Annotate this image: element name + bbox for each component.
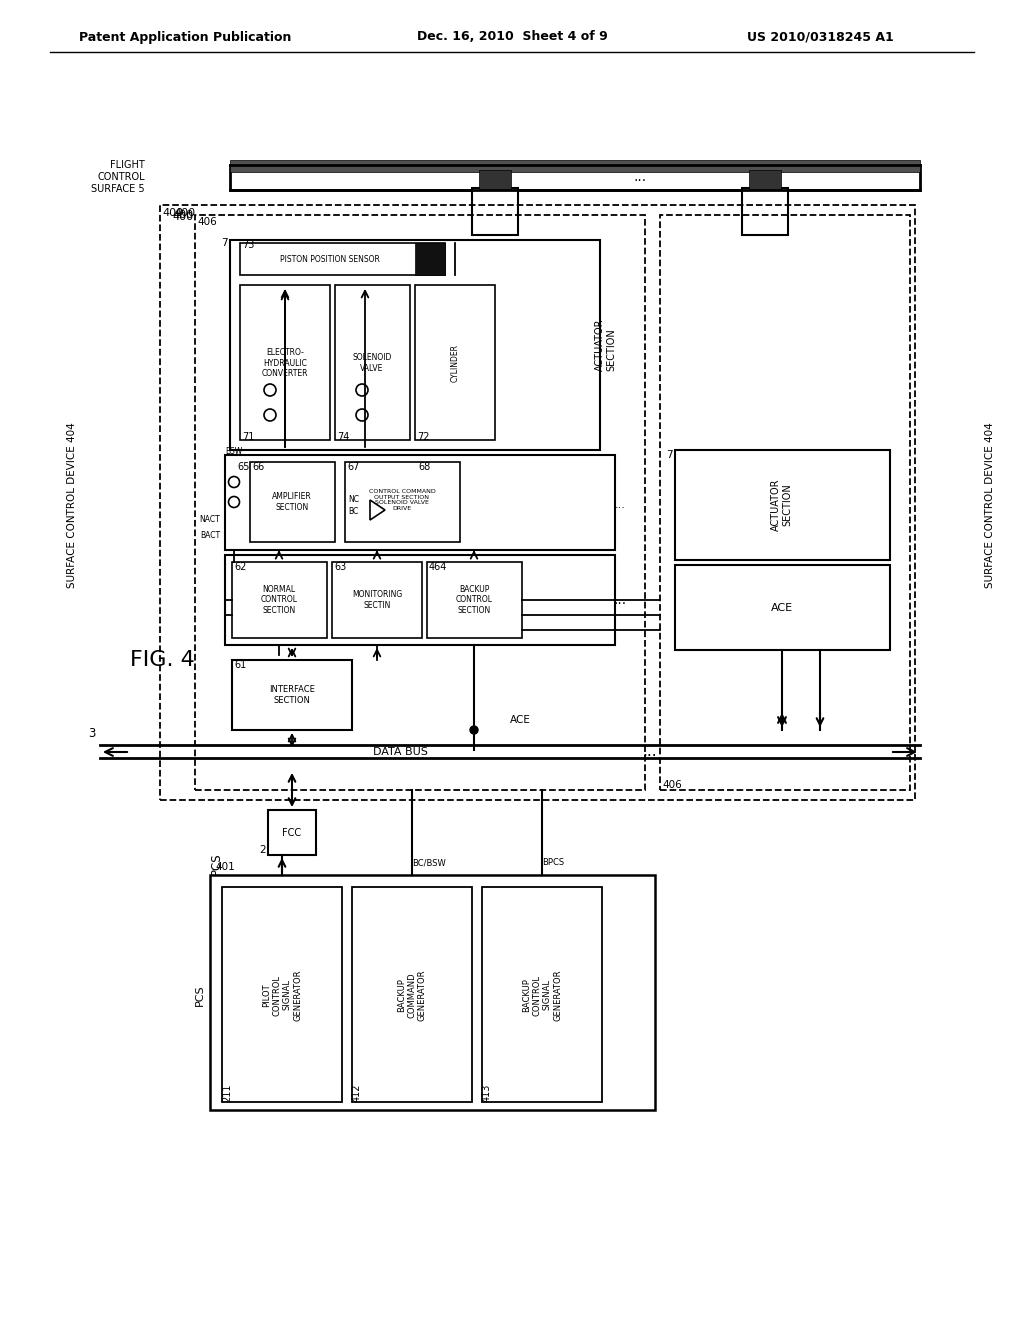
Bar: [415, 243, 445, 275]
Bar: [335, 285, 410, 440]
Bar: [225, 554, 615, 645]
Text: ACE: ACE: [510, 715, 530, 725]
Text: 62: 62: [234, 562, 247, 572]
Text: PCS: PCS: [195, 985, 205, 1006]
Text: 73: 73: [242, 240, 254, 249]
Text: ...: ...: [614, 500, 626, 510]
Text: ACTUATOR
SECTION: ACTUATOR SECTION: [771, 479, 793, 531]
Bar: [160, 205, 915, 800]
Text: 406: 406: [197, 216, 217, 227]
Text: 412: 412: [352, 1084, 362, 1102]
Text: US 2010/0318245 A1: US 2010/0318245 A1: [746, 30, 893, 44]
Text: INTERFACE
SECTION: INTERFACE SECTION: [269, 685, 315, 705]
Text: ACTUATOR
SECTION: ACTUATOR SECTION: [595, 318, 616, 371]
Text: AMPLIFIER
SECTION: AMPLIFIER SECTION: [272, 492, 312, 512]
Text: SURFACE CONTROL DEVICE 404: SURFACE CONTROL DEVICE 404: [985, 422, 995, 587]
Text: BACT: BACT: [200, 531, 220, 540]
Text: 3: 3: [89, 727, 96, 741]
Text: BC/BSW: BC/BSW: [412, 858, 445, 867]
Text: 2: 2: [259, 845, 266, 855]
Text: DATA BUS: DATA BUS: [373, 747, 427, 756]
Text: FCC: FCC: [283, 828, 301, 838]
Text: BSW: BSW: [225, 447, 243, 457]
Bar: [250, 462, 335, 543]
Text: NORMAL
CONTROL
SECTION: NORMAL CONTROL SECTION: [260, 585, 298, 615]
Text: 400: 400: [172, 213, 194, 222]
Bar: [230, 240, 600, 450]
Bar: [345, 462, 460, 543]
Bar: [268, 810, 316, 855]
Bar: [427, 562, 522, 638]
Text: 61: 61: [234, 660, 246, 671]
Text: 67: 67: [347, 462, 359, 473]
Bar: [742, 187, 788, 235]
Text: FIG. 4: FIG. 4: [130, 649, 195, 671]
Text: BACKUP
CONTROL
SECTION: BACKUP CONTROL SECTION: [456, 585, 493, 615]
Bar: [232, 562, 327, 638]
Bar: [240, 285, 330, 440]
Text: PISTON POSITION SENSOR: PISTON POSITION SENSOR: [280, 255, 380, 264]
Text: SURFACE CONTROL DEVICE 404: SURFACE CONTROL DEVICE 404: [67, 422, 77, 587]
Bar: [240, 243, 445, 275]
Text: 464: 464: [429, 562, 447, 572]
Text: 66: 66: [252, 462, 264, 473]
Text: 413: 413: [482, 1084, 492, 1102]
Bar: [675, 450, 890, 560]
Text: 71: 71: [242, 432, 254, 442]
Text: Patent Application Publication: Patent Application Publication: [79, 30, 291, 44]
Bar: [230, 160, 920, 172]
Text: 406: 406: [662, 780, 682, 789]
Text: 7: 7: [221, 238, 228, 248]
Bar: [482, 887, 602, 1102]
Text: 400: 400: [162, 209, 183, 218]
Text: FLIGHT
CONTROL
SURFACE 5: FLIGHT CONTROL SURFACE 5: [91, 161, 145, 194]
Text: 400: 400: [172, 210, 194, 220]
Text: 65: 65: [237, 462, 250, 473]
Text: 401: 401: [215, 862, 234, 873]
Bar: [660, 215, 910, 789]
Bar: [479, 170, 511, 190]
Text: 7: 7: [667, 450, 673, 459]
Text: PILOT
CONTROL
SIGNAL
GENERATOR: PILOT CONTROL SIGNAL GENERATOR: [262, 969, 302, 1020]
Bar: [210, 875, 655, 1110]
Text: CONTROL COMMAND
OUTPUT SECTION
SOLENOID VALVE
DRIVE: CONTROL COMMAND OUTPUT SECTION SOLENOID …: [369, 488, 435, 511]
Bar: [415, 285, 495, 440]
Text: 74: 74: [337, 432, 349, 442]
Text: ...: ...: [634, 170, 646, 183]
Bar: [225, 455, 615, 550]
Text: PCS: PCS: [210, 853, 223, 875]
Circle shape: [470, 726, 478, 734]
Bar: [232, 660, 352, 730]
Text: NACT: NACT: [200, 516, 220, 524]
Bar: [222, 887, 342, 1102]
Bar: [749, 170, 781, 190]
Text: ELECTRO-
HYDRAULIC
CONVERTER: ELECTRO- HYDRAULIC CONVERTER: [262, 348, 308, 378]
Text: 400: 400: [174, 209, 196, 218]
Text: ACE: ACE: [771, 603, 793, 612]
Text: BPCS: BPCS: [542, 858, 564, 867]
Text: BC: BC: [348, 507, 358, 516]
Bar: [230, 165, 920, 190]
Text: BACKUP
CONTROL
SIGNAL
GENERATOR: BACKUP CONTROL SIGNAL GENERATOR: [522, 969, 562, 1020]
Text: ...: ...: [643, 744, 657, 759]
Text: 72: 72: [417, 432, 429, 442]
Bar: [195, 215, 645, 789]
Text: SOLENOID
VALVE: SOLENOID VALVE: [352, 354, 392, 372]
Bar: [332, 562, 422, 638]
Text: CYLINDER: CYLINDER: [451, 345, 460, 381]
Text: Dec. 16, 2010  Sheet 4 of 9: Dec. 16, 2010 Sheet 4 of 9: [417, 30, 607, 44]
Text: 63: 63: [334, 562, 346, 572]
Text: MONITORING
SECTIN: MONITORING SECTIN: [352, 590, 402, 610]
Text: 68: 68: [418, 462, 430, 473]
Text: 211: 211: [222, 1084, 232, 1102]
Text: BACKUP
COMMAND
GENERATOR: BACKUP COMMAND GENERATOR: [397, 969, 427, 1020]
Text: NC: NC: [348, 495, 359, 504]
Bar: [675, 565, 890, 649]
Text: ...: ...: [613, 593, 627, 607]
Bar: [352, 887, 472, 1102]
Bar: [472, 187, 518, 235]
